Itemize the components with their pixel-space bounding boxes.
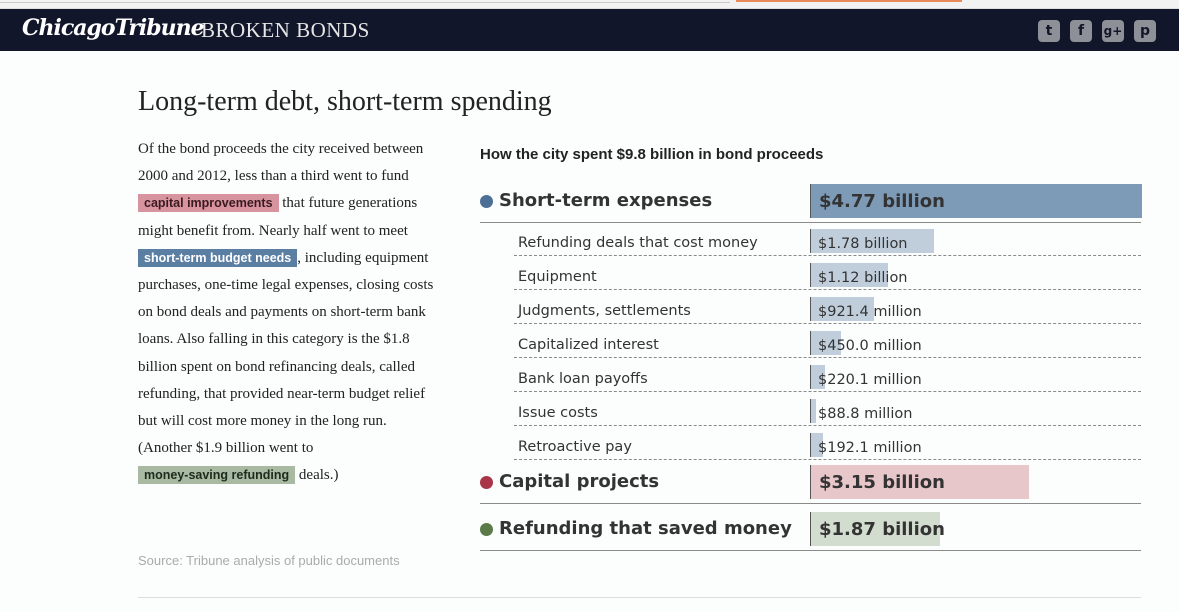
category-bar-short-term-expenses <box>810 184 1142 218</box>
category-label-short-term-expenses: Short-term expenses <box>499 190 713 211</box>
item-value-capitalized-interest: $450.0 million <box>818 338 922 354</box>
item-axis-issue-costs <box>810 399 811 423</box>
highlight-capital-improvements: capital improvements <box>138 194 279 213</box>
browser-tab-line <box>0 0 730 3</box>
story-text: Of the bond proceeds the city received b… <box>138 136 438 490</box>
item-value-issue-costs: $88.8 million <box>818 406 913 422</box>
category-bar-capital-projects <box>810 465 1029 499</box>
item-divider-equipment <box>514 289 1141 290</box>
item-value-equipment: $1.12 billion <box>818 270 908 286</box>
item-bar-judgments-settlements <box>810 297 874 321</box>
category-bar-refunding-that-saved-money <box>810 512 940 546</box>
item-label-bank-loan-payoffs: Bank loan payoffs <box>518 371 648 387</box>
item-axis-judgments-settlements <box>810 297 811 321</box>
category-divider-short-term-expenses <box>480 222 1141 223</box>
category-value-short-term-expenses: $4.77 billion <box>819 191 945 212</box>
browser-strip <box>0 0 1179 9</box>
story-part-3: , including equipment purchases, one-tim… <box>138 249 434 457</box>
highlight-short-term-needs: short-term budget needs <box>138 248 298 267</box>
category-axis-short-term-expenses <box>810 184 811 218</box>
category-axis-refunding-that-saved-money <box>810 512 811 546</box>
header-bar: ChicagoTribune BROKEN BONDS t f g+ p <box>0 9 1179 51</box>
item-bar-equipment <box>810 263 888 287</box>
facebook-icon[interactable]: f <box>1070 20 1092 42</box>
item-axis-capitalized-interest <box>810 331 811 355</box>
item-divider-capitalized-interest <box>514 357 1141 358</box>
item-axis-refunding-deals-that-cost-money <box>810 229 811 253</box>
item-divider-issue-costs <box>514 425 1141 426</box>
item-value-retroactive-pay: $192.1 million <box>818 440 922 456</box>
chart-title: How the city spent $9.8 billion in bond … <box>480 146 824 163</box>
item-value-judgments-settlements: $921.4 million <box>818 304 922 320</box>
item-bar-capitalized-interest <box>810 331 841 355</box>
item-value-refunding-deals-that-cost-money: $1.78 billion <box>818 236 908 252</box>
section-title[interactable]: BROKEN BONDS <box>201 18 370 42</box>
pinterest-icon[interactable]: p <box>1134 20 1156 42</box>
chicago-tribune-logo[interactable]: ChicagoTribune <box>22 15 205 41</box>
item-divider-bank-loan-payoffs <box>514 391 1141 392</box>
page-title: Long-term debt, short-term spending <box>138 86 552 117</box>
category-label-refunding-that-saved-money: Refunding that saved money <box>499 518 792 539</box>
browser-accent-line <box>736 0 962 2</box>
category-dot-short-term-expenses <box>480 195 493 208</box>
item-bar-retroactive-pay <box>810 433 823 457</box>
item-bar-issue-costs <box>810 399 816 423</box>
story-part-1: Of the bond proceeds the city received b… <box>138 141 424 185</box>
item-divider-refunding-deals-that-cost-money <box>514 255 1141 256</box>
category-divider-refunding-that-saved-money <box>480 550 1141 551</box>
item-bar-bank-loan-payoffs <box>810 365 825 389</box>
google-plus-icon[interactable]: g+ <box>1102 20 1124 42</box>
category-divider-capital-projects <box>480 503 1141 504</box>
category-dot-capital-projects <box>480 476 493 489</box>
story-part-4: deals.) <box>295 467 339 484</box>
story-part-2: that future generations might benefit fr… <box>138 195 418 239</box>
item-divider-judgments-settlements <box>514 323 1141 324</box>
source-note: Source: Tribune analysis of public docum… <box>138 553 400 568</box>
item-axis-bank-loan-payoffs <box>810 365 811 389</box>
item-axis-retroactive-pay <box>810 433 811 457</box>
item-axis-equipment <box>810 263 811 287</box>
category-axis-capital-projects <box>810 465 811 499</box>
category-value-refunding-that-saved-money: $1.87 billion <box>819 519 945 540</box>
item-label-retroactive-pay: Retroactive pay <box>518 439 632 455</box>
category-dot-refunding-that-saved-money <box>480 523 493 536</box>
highlight-money-saving-refunding: money-saving refunding <box>138 466 296 485</box>
bottom-divider <box>138 597 1141 598</box>
item-label-equipment: Equipment <box>518 269 597 285</box>
item-divider-retroactive-pay <box>514 459 1141 460</box>
item-label-capitalized-interest: Capitalized interest <box>518 337 659 353</box>
category-label-capital-projects: Capital projects <box>499 471 660 492</box>
item-label-refunding-deals-that-cost-money: Refunding deals that cost money <box>518 235 758 251</box>
item-label-issue-costs: Issue costs <box>518 405 598 421</box>
item-value-bank-loan-payoffs: $220.1 million <box>818 372 922 388</box>
item-bar-refunding-deals-that-cost-money <box>810 229 934 253</box>
category-value-capital-projects: $3.15 billion <box>819 472 945 493</box>
item-label-judgments-settlements: Judgments, settlements <box>518 303 691 319</box>
twitter-icon[interactable]: t <box>1038 20 1060 42</box>
